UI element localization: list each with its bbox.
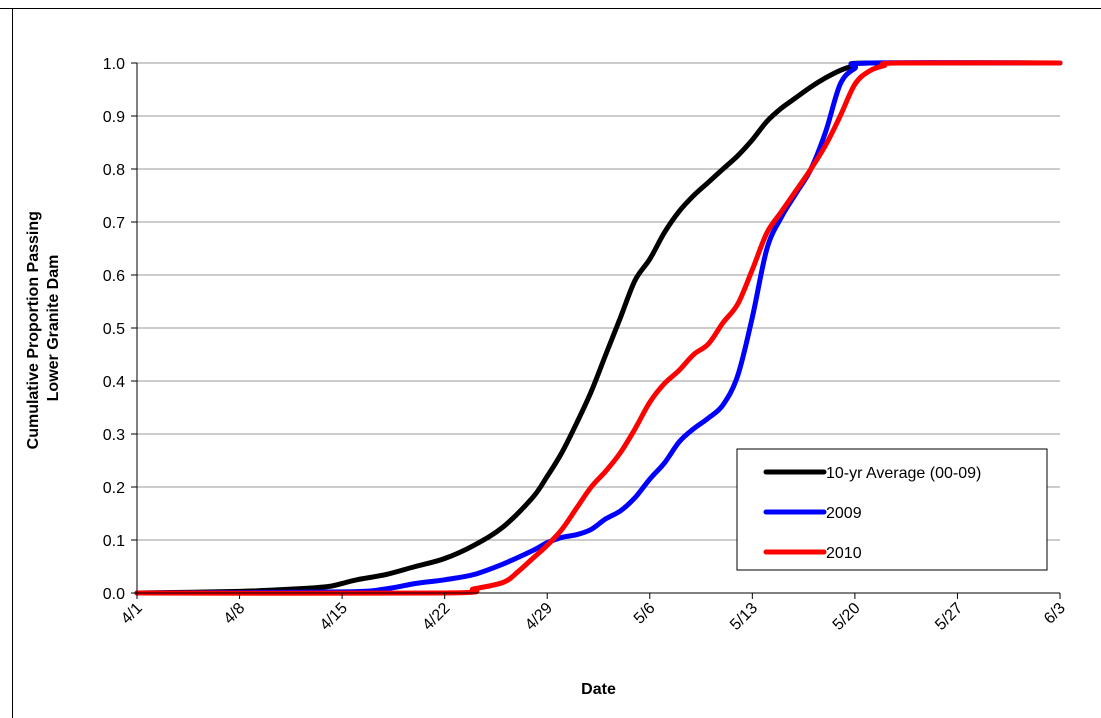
x-tick-label: 4/22: [419, 600, 453, 634]
legend: 10-yr Average (00-09) 2009 2010: [736, 448, 1048, 571]
y-axis-title: Cumulative Proportion Passing Lower Gran…: [25, 207, 62, 450]
y-tick-label: 0.1: [103, 533, 125, 550]
x-tick-label: 5/13: [727, 600, 761, 634]
y-tick-label: 0.2: [103, 480, 125, 497]
y-tick-label: 0.5: [103, 321, 125, 338]
y-tick-labels: 0.0 0.1 0.2 0.3 0.4 0.5 0.6 0.7 0.8 0.9 1.0: [103, 56, 125, 603]
y-tick-label: 0.8: [103, 162, 125, 179]
y-axis-title-line-1: Cumulative Proportion Passing: [25, 211, 42, 449]
x-tick-label: 5/20: [830, 600, 864, 634]
axes: [131, 62, 1061, 599]
y-axis-title-line-2: Lower Granite Dam: [45, 255, 62, 402]
x-tick-labels: 4/1 4/8 4/15 4/22 4/29 5/6 5/13 5/20 5/27 6/3: [118, 600, 1069, 634]
y-tick-label: 0.7: [103, 215, 125, 232]
series-layer: [134, 60, 1063, 596]
legend-label: 2010: [826, 545, 862, 562]
y-tick-label: 0.4: [103, 374, 125, 391]
x-tick-label: 4/8: [221, 600, 249, 628]
y-tick-label: 0.3: [103, 427, 125, 444]
series-line-0: [134, 60, 1063, 596]
x-tick-label: 5/6: [631, 600, 659, 628]
x-tick-label: 5/27: [932, 600, 966, 634]
legend-label: 2009: [826, 505, 862, 522]
x-tick-label: 6/3: [1041, 600, 1069, 628]
x-axis-title: Date: [581, 681, 616, 698]
frame-left-border: [12, 8, 13, 718]
x-tick-label: 4/29: [522, 600, 556, 634]
series-line-2: [134, 60, 1063, 596]
legend-label: 10-yr Average (00-09): [826, 465, 981, 482]
gridlines: [137, 62, 1060, 541]
y-tick-label: 0.0: [103, 586, 125, 603]
y-tick-label: 0.9: [103, 109, 125, 126]
x-tick-label: 4/1: [118, 600, 146, 628]
frame-top-border: [0, 8, 1101, 9]
y-tick-label: 0.6: [103, 268, 125, 285]
x-tick-label: 4/15: [317, 600, 351, 634]
y-tick-label: 1.0: [103, 56, 125, 73]
